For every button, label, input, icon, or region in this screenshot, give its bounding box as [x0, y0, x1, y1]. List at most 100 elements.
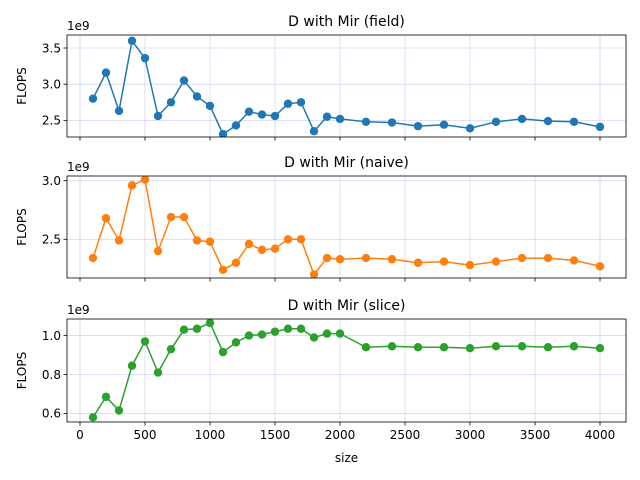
- data-point: [439, 120, 449, 129]
- data-point: [361, 117, 371, 127]
- data-point: [257, 110, 267, 119]
- data-point: [270, 327, 280, 336]
- data-point: [543, 253, 553, 263]
- data-point: [140, 337, 150, 346]
- subplot-title: D with Mir (naive): [284, 155, 409, 171]
- data-point: [543, 343, 553, 352]
- data-point: [309, 127, 319, 136]
- axes-frame: [66, 318, 627, 423]
- y-tick-label: 3.0: [42, 77, 61, 91]
- data-point: [205, 319, 215, 328]
- data-point: [296, 235, 306, 244]
- data-point: [127, 361, 137, 370]
- y-tick-label: 3.0: [42, 174, 61, 188]
- data-point: [335, 255, 345, 264]
- x-axis-label: size: [335, 451, 358, 465]
- data-point: [179, 212, 189, 222]
- data-point: [114, 406, 124, 415]
- x-tick-label: 4000: [585, 428, 616, 442]
- y-tick-label: 3.5: [42, 41, 61, 55]
- data-point: [335, 114, 345, 124]
- data-point: [439, 257, 449, 266]
- subplot-2: 2.5 3.0 1e9 D with Mir (naive) FLOPS: [15, 155, 627, 282]
- data-point: [101, 214, 111, 223]
- data-point: [296, 324, 306, 333]
- data-point: [231, 121, 241, 130]
- data-point: [491, 117, 501, 127]
- grid: [67, 176, 626, 278]
- y-offset-label: 1e9: [67, 19, 90, 33]
- data-point: [465, 124, 475, 133]
- data-point: [543, 116, 553, 126]
- data-point: [153, 368, 163, 377]
- data-point: [387, 118, 397, 127]
- data-point: [166, 212, 176, 222]
- data-point: [413, 121, 423, 131]
- data-point: [166, 98, 176, 107]
- data-point: [192, 236, 202, 245]
- data-point: [218, 347, 228, 357]
- y-tick-label: 2.5: [42, 114, 61, 128]
- data-point: [322, 329, 332, 338]
- data-point: [569, 117, 579, 127]
- x-tick-label: 3500: [520, 428, 551, 442]
- data-point: [413, 343, 423, 352]
- data-point: [491, 257, 501, 266]
- data-point: [595, 262, 605, 271]
- data-point: [153, 246, 163, 256]
- data-point: [439, 343, 449, 352]
- series-line: [92, 178, 601, 276]
- data-point: [517, 253, 527, 263]
- data-point: [101, 392, 111, 402]
- subplot-3: 0 500 1000 1500 2000 2500 3000 3500 4000 0.6 0.8 1.…: [15, 298, 627, 465]
- data-point: [387, 342, 397, 351]
- data-point: [465, 260, 475, 270]
- y-offset-label: 1e9: [67, 303, 90, 317]
- data-point: [283, 99, 293, 108]
- data-point: [361, 253, 371, 263]
- data-point: [88, 94, 98, 103]
- grid: [67, 319, 626, 422]
- data-point: [101, 68, 111, 77]
- data-point: [244, 107, 254, 116]
- series: [88, 176, 605, 278]
- y-axis-label: FLOPS: [15, 352, 29, 389]
- data-point: [270, 111, 280, 121]
- subplot-title: D with Mir (field): [288, 14, 405, 30]
- axes-frame: [66, 175, 627, 279]
- data-point: [257, 245, 267, 255]
- data-point: [257, 330, 267, 339]
- data-point: [218, 265, 228, 274]
- data-point: [387, 255, 397, 264]
- data-point: [140, 176, 150, 184]
- data-point: [465, 344, 475, 353]
- data-point: [309, 270, 319, 278]
- series-line: [92, 321, 601, 418]
- y-tick-label: 0.6: [42, 407, 61, 421]
- series: [88, 319, 605, 422]
- y-tick-label: 0.8: [42, 368, 61, 382]
- y-axis-label: FLOPS: [15, 67, 29, 104]
- data-point: [244, 331, 254, 340]
- data-point: [595, 122, 605, 132]
- data-point: [88, 413, 98, 422]
- data-point: [413, 258, 423, 267]
- data-point: [335, 329, 345, 338]
- data-point: [517, 114, 527, 124]
- data-point: [283, 324, 293, 333]
- data-point: [114, 236, 124, 245]
- data-point: [218, 129, 228, 137]
- data-point: [88, 253, 98, 263]
- subplot-1: 2.5 3.0 3.5 1e9 D with Mir (field) FLOPS: [15, 14, 627, 141]
- data-point: [270, 244, 280, 253]
- data-point: [192, 92, 202, 101]
- data-point: [491, 342, 501, 351]
- data-point: [192, 324, 202, 333]
- axes-frame: [66, 34, 627, 138]
- x-tick-label: 1000: [195, 428, 226, 442]
- x-tick-label: 0: [76, 428, 84, 442]
- data-point: [231, 258, 241, 267]
- x-tick-label: 3000: [455, 428, 486, 442]
- data-point: [179, 76, 189, 85]
- data-point: [127, 181, 137, 190]
